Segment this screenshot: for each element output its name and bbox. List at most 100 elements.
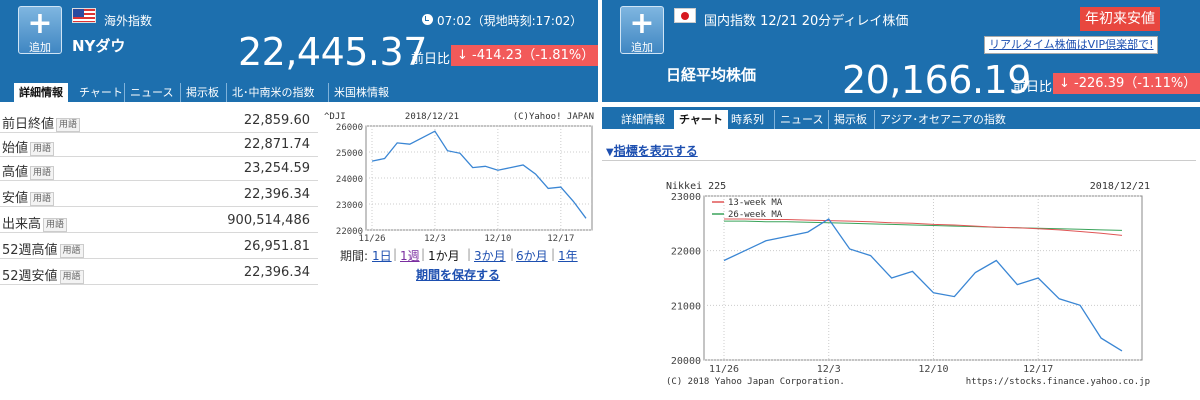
current-price: 22,445.37 — [238, 30, 427, 74]
detail-value: 26,951.81 — [243, 239, 310, 254]
y-tick-label: 22000 — [671, 247, 701, 258]
chart-url: https://stocks.finance.yahoo.co.jp — [966, 377, 1150, 387]
nikkei-chart[interactable]: 20000 21000 22000 23000 11/26 12/3 12/10 12/17 N… — [662, 178, 1152, 390]
period-label: 期間: — [340, 249, 369, 263]
tab-details[interactable]: 詳細情報 — [621, 113, 665, 126]
x-tick-label: 11/26 — [709, 364, 739, 375]
clock-icon — [422, 14, 433, 25]
tab-time-series[interactable]: 時系列 — [731, 113, 764, 126]
add-label: 追加 — [631, 41, 653, 54]
chart-credit: (C) 2018 Yahoo Japan Corporation. — [666, 377, 845, 387]
plus-icon: + — [27, 6, 53, 41]
glossary-link[interactable]: 用語 — [59, 269, 84, 284]
detail-label: 出来高 — [2, 217, 42, 232]
price-change-badge: ↓ -226.39（-1.11%） — [1053, 73, 1200, 94]
vip-club-link[interactable]: リアルタイム株価はVIP倶楽部で! — [984, 36, 1159, 54]
prev-day-label: 前日比 — [1013, 80, 1053, 95]
nikkei-panel: + 追加 国内指数 12/21 20分ディレイ株価 年初来安値 リアルタイム株価… — [602, 0, 1200, 400]
y-tick-label: 22000 — [336, 227, 363, 237]
glossary-link[interactable]: 用語 — [59, 243, 84, 258]
series-line — [371, 130, 587, 219]
y-tick-label: 23000 — [671, 192, 701, 203]
x-tick-label: 12/10 — [918, 364, 948, 375]
detail-row: 始値 用語 22,871.74 — [0, 134, 318, 157]
add-to-portfolio-button[interactable]: + 追加 — [620, 6, 664, 54]
price-change-badge: ↓ -414.23（-1.81%） — [451, 45, 601, 66]
detail-row: 出来高 用語 900,514,486 — [0, 210, 318, 233]
current-price: 20,166.19 — [842, 58, 1031, 102]
y-tick-label: 23000 — [336, 201, 363, 211]
tab-americas-indices[interactable]: 北･中南米の指数 — [226, 83, 320, 102]
tab-us-stocks[interactable]: 米国株情報 — [328, 83, 394, 102]
y-tick-label: 25000 — [336, 149, 363, 159]
period-1d[interactable]: 1日 — [372, 249, 392, 263]
detail-label: 前日終値 — [2, 117, 55, 132]
tab-board[interactable]: 掲示板 — [180, 83, 224, 102]
ytd-low-badge: 年初来安値 — [1080, 7, 1160, 31]
detail-label: 高値 — [2, 165, 29, 180]
japan-flag-icon — [674, 8, 696, 23]
period-3m[interactable]: 3か月 — [474, 249, 506, 263]
detail-value: 22,859.60 — [243, 113, 310, 128]
legend-label: 13-week MA — [728, 198, 783, 208]
chart-credit: (C)Yahoo! JAPAN — [513, 112, 594, 122]
category-label: 国内指数 12/21 20分ディレイ株価 — [704, 14, 909, 29]
chart-date: 2018/12/21 — [405, 112, 459, 122]
chart-title: Nikkei 225 — [666, 181, 726, 192]
detail-label: 52週高値 — [2, 243, 58, 258]
update-time: 07:02（現地時刻:17:02） — [437, 14, 583, 28]
dji-chart[interactable]: 22000 23000 24000 25000 26000 11/26 12/3 12/10 1… — [322, 108, 596, 250]
detail-value: 22,871.74 — [243, 137, 310, 152]
nikkei-header: + 追加 国内指数 12/21 20分ディレイ株価 年初来安値 リアルタイム株価… — [602, 0, 1200, 102]
plus-icon: + — [629, 6, 655, 41]
index-name: NYダウ — [72, 37, 126, 55]
period-1y[interactable]: 1年 — [558, 249, 578, 263]
series-line — [724, 218, 1123, 236]
category-label: 海外指数 — [104, 14, 153, 28]
tab-chart[interactable]: チャート — [674, 110, 728, 129]
right-tab-bar: 詳細情報 チャート 時系列 ニュース 掲示板 アジア･オセアニアの指数 — [602, 107, 1200, 129]
detail-row: 前日終値 用語 22,859.60 — [0, 110, 318, 133]
detail-value: 22,396.34 — [243, 265, 310, 280]
index-name: 日経平均株価 — [666, 66, 757, 84]
x-tick-label: 12/17 — [1023, 364, 1053, 375]
save-period-link[interactable]: 期間を保存する — [416, 268, 501, 282]
tab-news[interactable]: ニュース — [774, 110, 828, 129]
dow-header: + 追加 海外指数 NYダウ 07:02（現地時刻:17:02） 22,445.… — [0, 0, 601, 102]
x-tick-label: 12/3 — [424, 234, 446, 244]
tab-chart[interactable]: チャート — [79, 86, 123, 99]
glossary-link[interactable]: 用語 — [30, 191, 55, 206]
detail-label: 安値 — [2, 191, 29, 206]
y-tick-label: 26000 — [336, 123, 363, 133]
tab-asia-oceania-indices[interactable]: アジア･オセアニアの指数 — [874, 110, 1011, 129]
tab-board[interactable]: 掲示板 — [828, 110, 872, 129]
left-tab-bar: 詳細情報 チャート ニュース 掲示板 北･中南米の指数 米国株情報 — [0, 80, 598, 102]
show-indicators-toggle[interactable]: ▼指標を表示する — [606, 144, 698, 158]
glossary-link[interactable]: 用語 — [56, 117, 81, 132]
period-1w[interactable]: 1週 — [400, 249, 420, 263]
add-label: 追加 — [29, 41, 51, 54]
y-tick-label: 24000 — [336, 175, 363, 185]
add-to-portfolio-button[interactable]: + 追加 — [18, 6, 62, 54]
chevron-down-icon: ▼ — [606, 147, 614, 158]
glossary-link[interactable]: 用語 — [43, 217, 68, 232]
legend-label: 26-week MA — [728, 210, 783, 220]
us-flag-icon — [72, 8, 96, 23]
detail-value: 22,396.34 — [243, 187, 310, 202]
x-tick-label: 11/26 — [358, 234, 385, 244]
glossary-link[interactable]: 用語 — [30, 165, 55, 180]
detail-label: 始値 — [2, 141, 29, 156]
x-tick-label: 12/17 — [547, 234, 574, 244]
period-1m[interactable]: 1か月 — [428, 249, 460, 263]
period-6m[interactable]: 6か月 — [516, 249, 548, 263]
y-tick-label: 21000 — [671, 301, 701, 312]
glossary-link[interactable]: 用語 — [30, 141, 55, 156]
x-tick-label: 12/10 — [484, 234, 511, 244]
tab-details[interactable]: 詳細情報 — [14, 83, 68, 102]
chart-title: ^DJI — [324, 112, 346, 122]
detail-value: 23,254.59 — [243, 161, 310, 176]
tab-news[interactable]: ニュース — [124, 83, 178, 102]
detail-value: 900,514,486 — [227, 213, 310, 228]
series-line — [723, 218, 1123, 352]
down-arrow-icon: ↓ — [1059, 76, 1075, 91]
